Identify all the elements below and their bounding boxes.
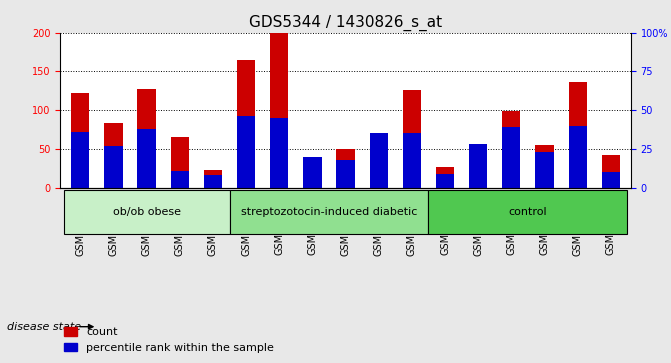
Title: GDS5344 / 1430826_s_at: GDS5344 / 1430826_s_at xyxy=(249,15,442,31)
Bar xyxy=(568,126,587,188)
Bar xyxy=(403,133,421,188)
Bar xyxy=(204,170,222,188)
Bar xyxy=(237,60,255,188)
Bar xyxy=(336,160,355,188)
Bar xyxy=(138,129,156,188)
Text: streptozotocin-induced diabetic: streptozotocin-induced diabetic xyxy=(241,207,417,217)
Bar xyxy=(237,116,255,188)
Bar xyxy=(535,152,554,188)
Bar xyxy=(138,89,156,188)
Bar xyxy=(336,149,355,188)
Bar xyxy=(469,167,487,188)
Bar xyxy=(170,171,189,188)
Text: disease state: disease state xyxy=(7,322,81,332)
FancyBboxPatch shape xyxy=(229,190,429,233)
Bar xyxy=(71,93,89,188)
Bar xyxy=(469,144,487,188)
Bar xyxy=(303,156,321,188)
Text: ob/ob obese: ob/ob obese xyxy=(113,207,180,217)
Bar xyxy=(503,127,521,188)
Bar xyxy=(270,118,289,188)
Text: control: control xyxy=(509,207,548,217)
Bar xyxy=(436,167,454,188)
Bar xyxy=(535,145,554,188)
Bar xyxy=(270,33,289,188)
Bar xyxy=(436,174,454,188)
FancyBboxPatch shape xyxy=(429,190,627,233)
Bar xyxy=(403,90,421,188)
Bar xyxy=(204,175,222,188)
Bar xyxy=(170,137,189,188)
FancyBboxPatch shape xyxy=(64,190,229,233)
Bar xyxy=(104,122,123,188)
Bar xyxy=(602,172,620,188)
Bar xyxy=(370,155,388,188)
Bar xyxy=(303,167,321,188)
Bar xyxy=(71,132,89,188)
Bar xyxy=(602,155,620,188)
Bar xyxy=(370,133,388,188)
Bar xyxy=(104,146,123,188)
Bar xyxy=(568,82,587,188)
Legend: count, percentile rank within the sample: count, percentile rank within the sample xyxy=(59,323,278,358)
Bar xyxy=(503,111,521,188)
